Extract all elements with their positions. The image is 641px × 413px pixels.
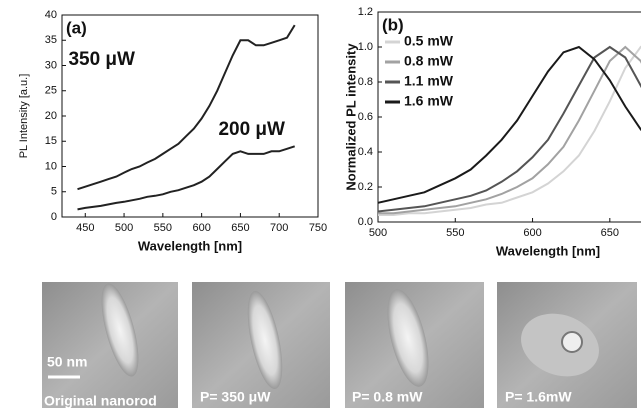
x-tick-label: 600 xyxy=(192,222,210,234)
image-panel: P= 1.6mW xyxy=(497,282,637,408)
x-tick-label: 550 xyxy=(154,222,172,234)
y-axis-title: Normalized PL intensity xyxy=(343,43,358,191)
y-tick-label: 0 xyxy=(51,211,57,223)
y-tick-label: 0.4 xyxy=(358,146,373,158)
y-tick-label: 0.2 xyxy=(358,181,373,193)
y-tick-label: 25 xyxy=(45,85,57,97)
x-tick-label: 450 xyxy=(76,222,94,234)
y-tick-label: 0.0 xyxy=(358,216,373,228)
x-tick-label: 650 xyxy=(231,222,249,234)
y-tick-label: 30 xyxy=(45,59,57,71)
y-tick-label: 40 xyxy=(45,9,57,21)
x-axis-title: Wavelength [nm] xyxy=(138,238,242,253)
series-line xyxy=(377,45,641,213)
x-tick-label: 600 xyxy=(523,227,541,239)
image-caption: P= 1.6mW xyxy=(505,389,572,405)
y-tick-label: 35 xyxy=(45,34,57,46)
x-tick-label: 500 xyxy=(369,227,387,239)
y-tick-label: 0.8 xyxy=(358,76,373,88)
y-tick-label: 1.0 xyxy=(358,41,373,53)
y-tick-label: 1.2 xyxy=(358,6,373,18)
image-panel: P= 350 μW xyxy=(192,282,330,408)
panel-label: (b) xyxy=(382,15,404,34)
panel-label: (a) xyxy=(66,18,87,37)
legend-label: 0.8 mW xyxy=(404,53,454,69)
series-line xyxy=(378,45,641,215)
y-tick-label: 5 xyxy=(51,186,57,198)
x-tick-label: 550 xyxy=(446,227,464,239)
legend-label: 1.6 mW xyxy=(404,93,454,109)
y-tick-label: 10 xyxy=(45,160,57,172)
x-axis-title: Wavelength [nm] xyxy=(496,243,600,258)
scale-bar-label: 50 nm xyxy=(47,354,87,370)
legend-label: 1.1 mW xyxy=(404,73,454,89)
image-caption: Original nanorod xyxy=(44,393,157,408)
y-tick-label: 15 xyxy=(45,135,57,147)
series-line xyxy=(378,45,641,216)
series-line xyxy=(77,24,296,191)
legend-label: 0.5 mW xyxy=(404,33,454,49)
image-caption: P= 0.8 mW xyxy=(352,389,423,405)
series-label: 350 μW xyxy=(68,49,135,70)
x-tick-label: 500 xyxy=(115,222,133,234)
series-line xyxy=(77,145,296,211)
series-label: 200 μW xyxy=(218,119,285,140)
image-panel: 50 nm Original nanorod xyxy=(42,282,178,409)
x-tick-label: 750 xyxy=(309,222,327,234)
x-tick-label: 650 xyxy=(601,227,619,239)
y-axis-title: PL Intensity [a.u.] xyxy=(18,74,30,159)
series-line xyxy=(377,45,641,204)
image-panel: P= 0.8 mW xyxy=(345,282,484,408)
y-tick-label: 0.6 xyxy=(358,111,373,123)
image-caption: P= 350 μW xyxy=(200,389,271,405)
y-tick-label: 20 xyxy=(45,110,57,122)
x-tick-label: 700 xyxy=(270,222,288,234)
